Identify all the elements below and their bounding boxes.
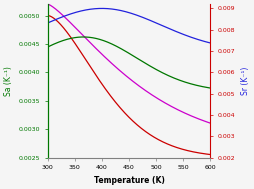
X-axis label: Temperature (K): Temperature (K) [93,176,164,185]
Y-axis label: Sr (K⁻¹): Sr (K⁻¹) [241,67,250,95]
Y-axis label: Sa (K⁻¹): Sa (K⁻¹) [4,66,13,96]
